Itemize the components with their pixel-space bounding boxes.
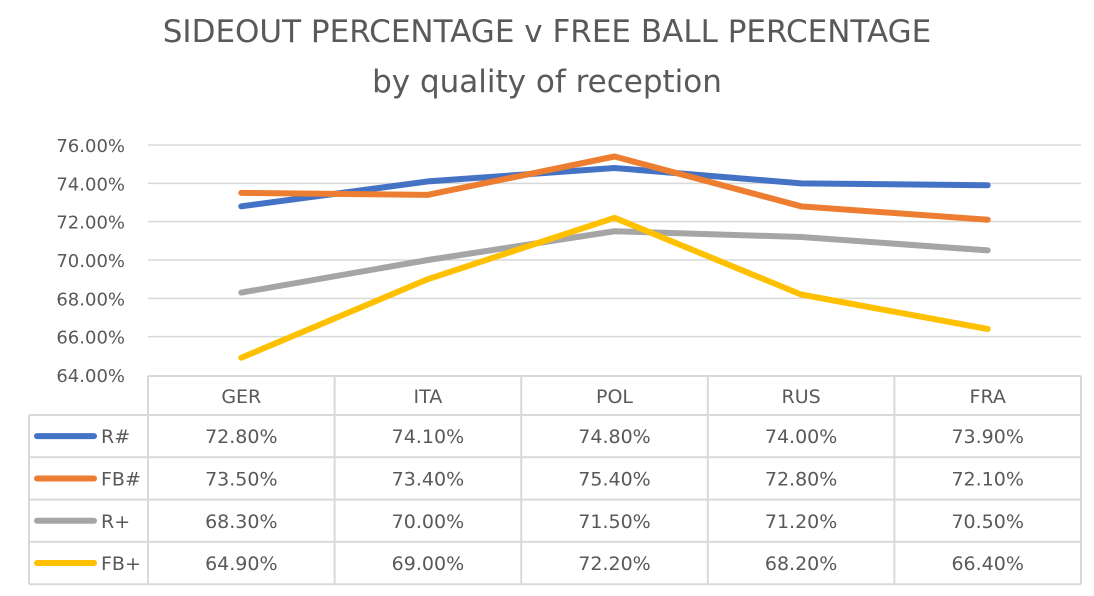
data-value: 69.00% <box>392 553 464 575</box>
category-label: GER <box>221 386 261 408</box>
data-value: 68.30% <box>205 511 277 533</box>
data-value: 72.80% <box>765 468 837 490</box>
data-value: 70.00% <box>392 511 464 533</box>
data-value: 66.40% <box>951 553 1023 575</box>
y-tick-label: 72.00% <box>56 213 125 234</box>
series-name: FB# <box>101 468 141 490</box>
series-line-FB# <box>238 153 991 223</box>
series-line-FB+ <box>238 214 991 361</box>
series-name: R+ <box>101 511 130 533</box>
y-tick-label: 68.00% <box>56 289 125 310</box>
y-tick-label: 76.00% <box>56 136 125 157</box>
data-value: 71.20% <box>765 511 837 533</box>
data-value: 72.20% <box>578 553 650 575</box>
category-label: FRA <box>970 386 1006 408</box>
chart-title: SIDEOUT PERCENTAGE v FREE BALL PERCENTAG… <box>162 14 932 50</box>
y-tick-label: 66.00% <box>56 328 125 349</box>
data-value: 75.40% <box>578 468 650 490</box>
series-line-R# <box>238 165 991 210</box>
y-tick-label: 64.00% <box>56 366 125 387</box>
data-value: 72.80% <box>205 426 277 448</box>
y-tick-label: 74.00% <box>56 174 125 195</box>
data-value: 74.10% <box>392 426 464 448</box>
data-value: 74.80% <box>578 426 650 448</box>
data-value: 70.50% <box>951 511 1023 533</box>
category-label: POL <box>596 386 633 408</box>
series-name: FB+ <box>101 553 141 575</box>
data-value: 71.50% <box>578 511 650 533</box>
data-value: 64.90% <box>205 553 277 575</box>
category-label: ITA <box>414 386 443 408</box>
series-name: R# <box>101 426 130 448</box>
data-value: 73.50% <box>205 468 277 490</box>
y-tick-label: 70.00% <box>56 251 125 272</box>
chart-subtitle: by quality of reception <box>372 64 722 100</box>
series-line-R+ <box>238 228 991 296</box>
data-value: 74.00% <box>765 426 837 448</box>
data-value: 72.10% <box>951 468 1023 490</box>
category-label: RUS <box>782 386 821 408</box>
data-value: 73.40% <box>392 468 464 490</box>
data-value: 68.20% <box>765 553 837 575</box>
data-value: 73.90% <box>951 426 1023 448</box>
